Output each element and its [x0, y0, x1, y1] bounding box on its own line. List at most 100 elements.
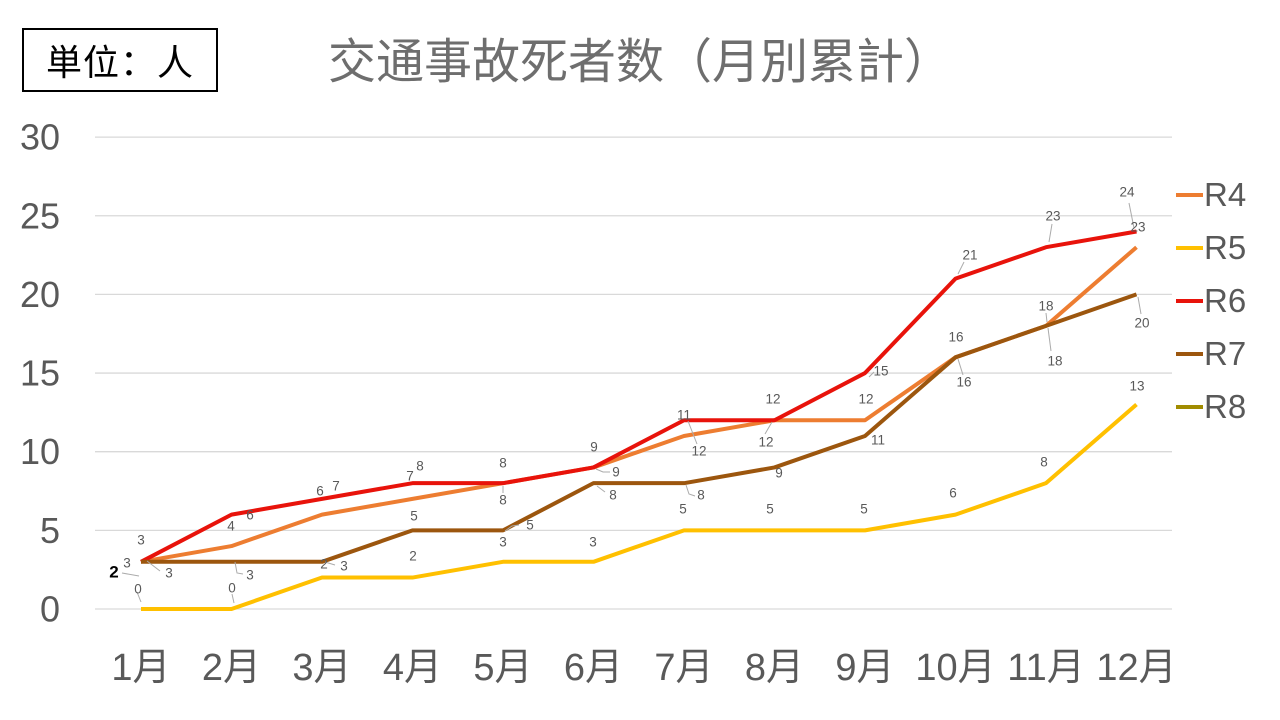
x-tick-label: 2月 — [202, 647, 261, 689]
label-leader-lines — [121, 202, 1142, 604]
data-label: 5 — [526, 518, 534, 533]
data-label: 16 — [956, 375, 971, 390]
y-tick-label: 20 — [20, 274, 60, 315]
legend-label-r8: R8 — [1204, 388, 1247, 425]
data-label: 12 — [691, 444, 706, 459]
legend-swatch-r6 — [1176, 298, 1203, 303]
legend-item-r4: R4 — [1176, 168, 1246, 221]
data-label: 11 — [871, 433, 885, 448]
data-label: 2 — [320, 557, 328, 572]
data-label: 20 — [1134, 316, 1149, 331]
data-label: 11 — [677, 408, 691, 423]
data-label: 2 — [109, 563, 118, 582]
x-tick-label: 11月 — [1007, 647, 1084, 689]
data-label: 12 — [758, 435, 773, 450]
data-label: 3 — [499, 535, 507, 550]
data-labels-r8: 2 — [109, 563, 118, 582]
data-label: 5 — [410, 509, 418, 524]
legend-label-r4: R4 — [1204, 176, 1247, 213]
x-axis-labels: 1月 2月 3月 4月 5月 6月 7月 8月 9月 10月 11月 12月 — [111, 647, 1176, 689]
legend-swatch-r8 — [1176, 404, 1203, 409]
x-tick-label: 7月 — [654, 647, 713, 689]
legend-item-r8: R8 — [1176, 380, 1246, 433]
y-tick-label: 25 — [20, 195, 60, 236]
y-tick-label: 15 — [20, 353, 60, 394]
legend-item-r6: R6 — [1176, 274, 1246, 327]
data-label: 8 — [499, 456, 507, 471]
data-label: 6 — [949, 486, 957, 501]
y-tick-label: 30 — [20, 117, 60, 158]
data-label: 18 — [1038, 299, 1053, 314]
x-tick-label: 5月 — [473, 647, 532, 689]
data-label: 5 — [860, 502, 868, 517]
series-line-r7 — [141, 292, 1138, 564]
data-label: 12 — [858, 392, 873, 407]
data-label: 0 — [228, 581, 236, 596]
legend-swatch-r7 — [1176, 351, 1203, 356]
legend-label-r5: R5 — [1204, 229, 1247, 266]
series-line-r5 — [141, 403, 1138, 611]
data-label: 15 — [873, 364, 888, 379]
data-label: 8 — [1040, 455, 1048, 470]
data-label: 12 — [765, 392, 780, 407]
data-label: 16 — [948, 330, 963, 345]
data-label: 13 — [1129, 379, 1144, 394]
data-label: 24 — [1119, 185, 1135, 200]
data-label: 3 — [589, 535, 597, 550]
data-label: 8 — [609, 488, 617, 503]
data-label: 8 — [416, 459, 424, 474]
data-label: 21 — [962, 248, 977, 263]
data-label: 3 — [123, 556, 131, 571]
data-label: 23 — [1130, 220, 1145, 235]
legend-swatch-r5 — [1176, 245, 1203, 250]
data-label: 3 — [137, 533, 145, 548]
y-tick-label: 0 — [40, 589, 60, 630]
data-label: 7 — [406, 469, 414, 484]
legend-item-r5: R5 — [1176, 221, 1246, 274]
data-label: 8 — [697, 488, 705, 503]
x-tick-label: 9月 — [835, 647, 894, 689]
unit-label: 単位：人 — [45, 42, 194, 83]
y-axis-labels: 0 5 10 15 20 25 30 — [20, 117, 60, 630]
legend-label-r6: R6 — [1204, 282, 1247, 319]
x-tick-label: 3月 — [292, 647, 351, 689]
data-label: 9 — [775, 466, 783, 481]
x-tick-label: 12月 — [1096, 647, 1176, 689]
data-label: 3 — [165, 566, 173, 581]
data-label: 18 — [1047, 354, 1062, 369]
series-line-r6 — [140, 229, 1137, 564]
legend-swatch-r4 — [1176, 192, 1203, 197]
data-label: 3 — [246, 568, 254, 583]
data-label: 8 — [499, 493, 507, 508]
data-label: 5 — [766, 502, 774, 517]
x-tick-label: 10月 — [915, 647, 995, 689]
y-tick-label: 10 — [20, 431, 60, 472]
unit-label-box: 単位：人 — [22, 28, 218, 92]
data-label: 23 — [1045, 209, 1060, 224]
data-label: 2 — [409, 549, 417, 564]
chart-legend: R4 R5 R6 R7 R8 — [1176, 168, 1246, 433]
x-tick-label: 6月 — [564, 647, 623, 689]
legend-label-r7: R7 — [1204, 335, 1247, 372]
x-tick-label: 8月 — [745, 647, 804, 689]
data-label: 6 — [316, 484, 324, 499]
data-label: 4 — [227, 519, 235, 534]
legend-item-r7: R7 — [1176, 327, 1246, 380]
data-label: 5 — [679, 502, 687, 517]
data-label: 6 — [246, 508, 254, 523]
data-label: 7 — [332, 479, 340, 494]
data-label: 9 — [612, 465, 620, 480]
x-tick-label: 4月 — [383, 647, 442, 689]
x-tick-label: 1月 — [111, 647, 170, 689]
y-tick-label: 5 — [40, 510, 60, 551]
data-label: 3 — [340, 559, 348, 574]
data-label: 0 — [134, 582, 142, 597]
chart-title: 交通事故死者数（月別累計） — [327, 36, 952, 89]
data-label: 9 — [590, 440, 598, 455]
